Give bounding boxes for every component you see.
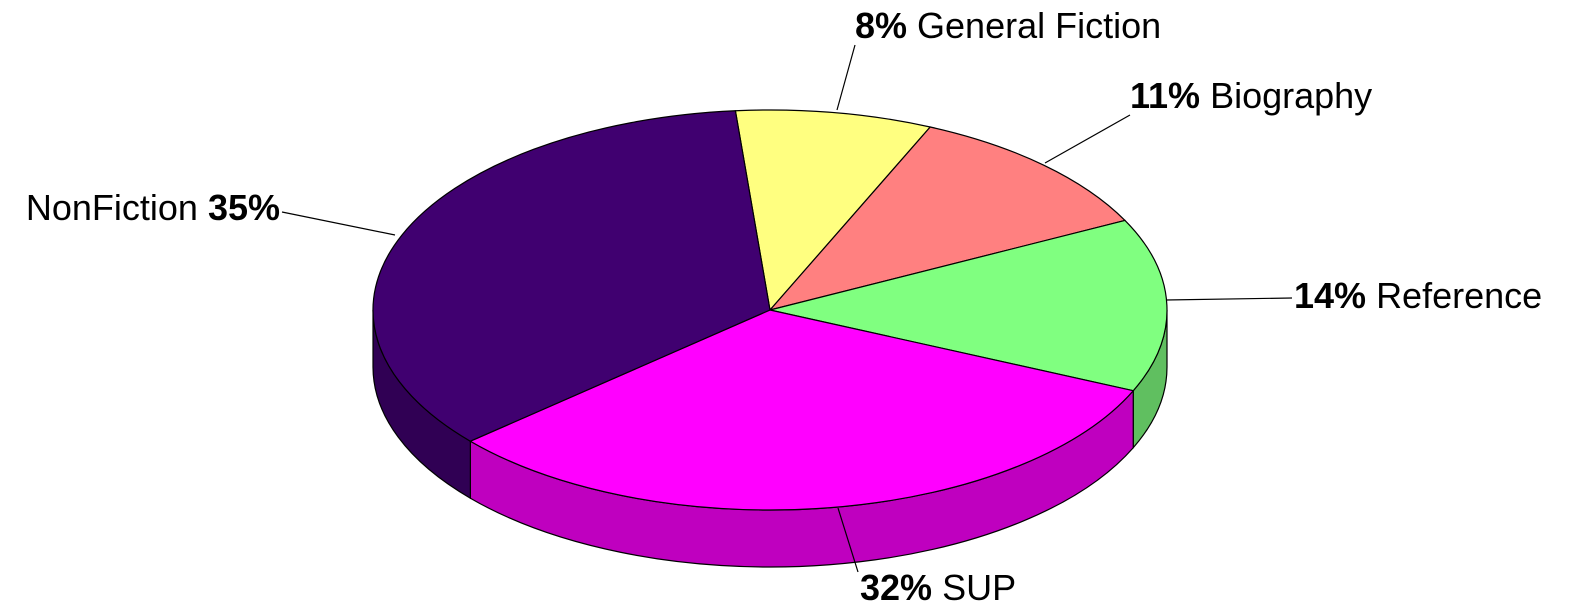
slice bbox=[469, 309, 1135, 511]
slice-label: 8% General Fiction bbox=[855, 5, 1161, 46]
category-label: SUP bbox=[942, 567, 1016, 608]
leader-line bbox=[837, 507, 859, 573]
slice bbox=[372, 110, 771, 442]
leader-line bbox=[281, 211, 396, 236]
category-label: Reference bbox=[1376, 275, 1542, 316]
category-label: NonFiction bbox=[26, 187, 198, 228]
slice bbox=[768, 126, 1127, 312]
value-label: 8% bbox=[855, 5, 907, 46]
leader-line bbox=[836, 44, 856, 111]
category-label: Biography bbox=[1210, 75, 1372, 116]
slice-label: 14% Reference bbox=[1294, 275, 1542, 316]
slice-label: NonFiction 35% bbox=[26, 187, 280, 228]
slice-label: 11% Biography bbox=[1130, 75, 1372, 116]
slice-label: 32% SUP bbox=[860, 567, 1016, 608]
value-label: 14% bbox=[1294, 275, 1366, 316]
leader-line bbox=[1044, 114, 1131, 164]
value-label: 35% bbox=[208, 187, 280, 228]
slice bbox=[769, 219, 1168, 392]
slice bbox=[734, 109, 932, 312]
category-label: General Fiction bbox=[917, 5, 1161, 46]
leader-line bbox=[1165, 297, 1293, 301]
value-label: 11% bbox=[1130, 75, 1200, 116]
value-label: 32% bbox=[860, 567, 932, 608]
